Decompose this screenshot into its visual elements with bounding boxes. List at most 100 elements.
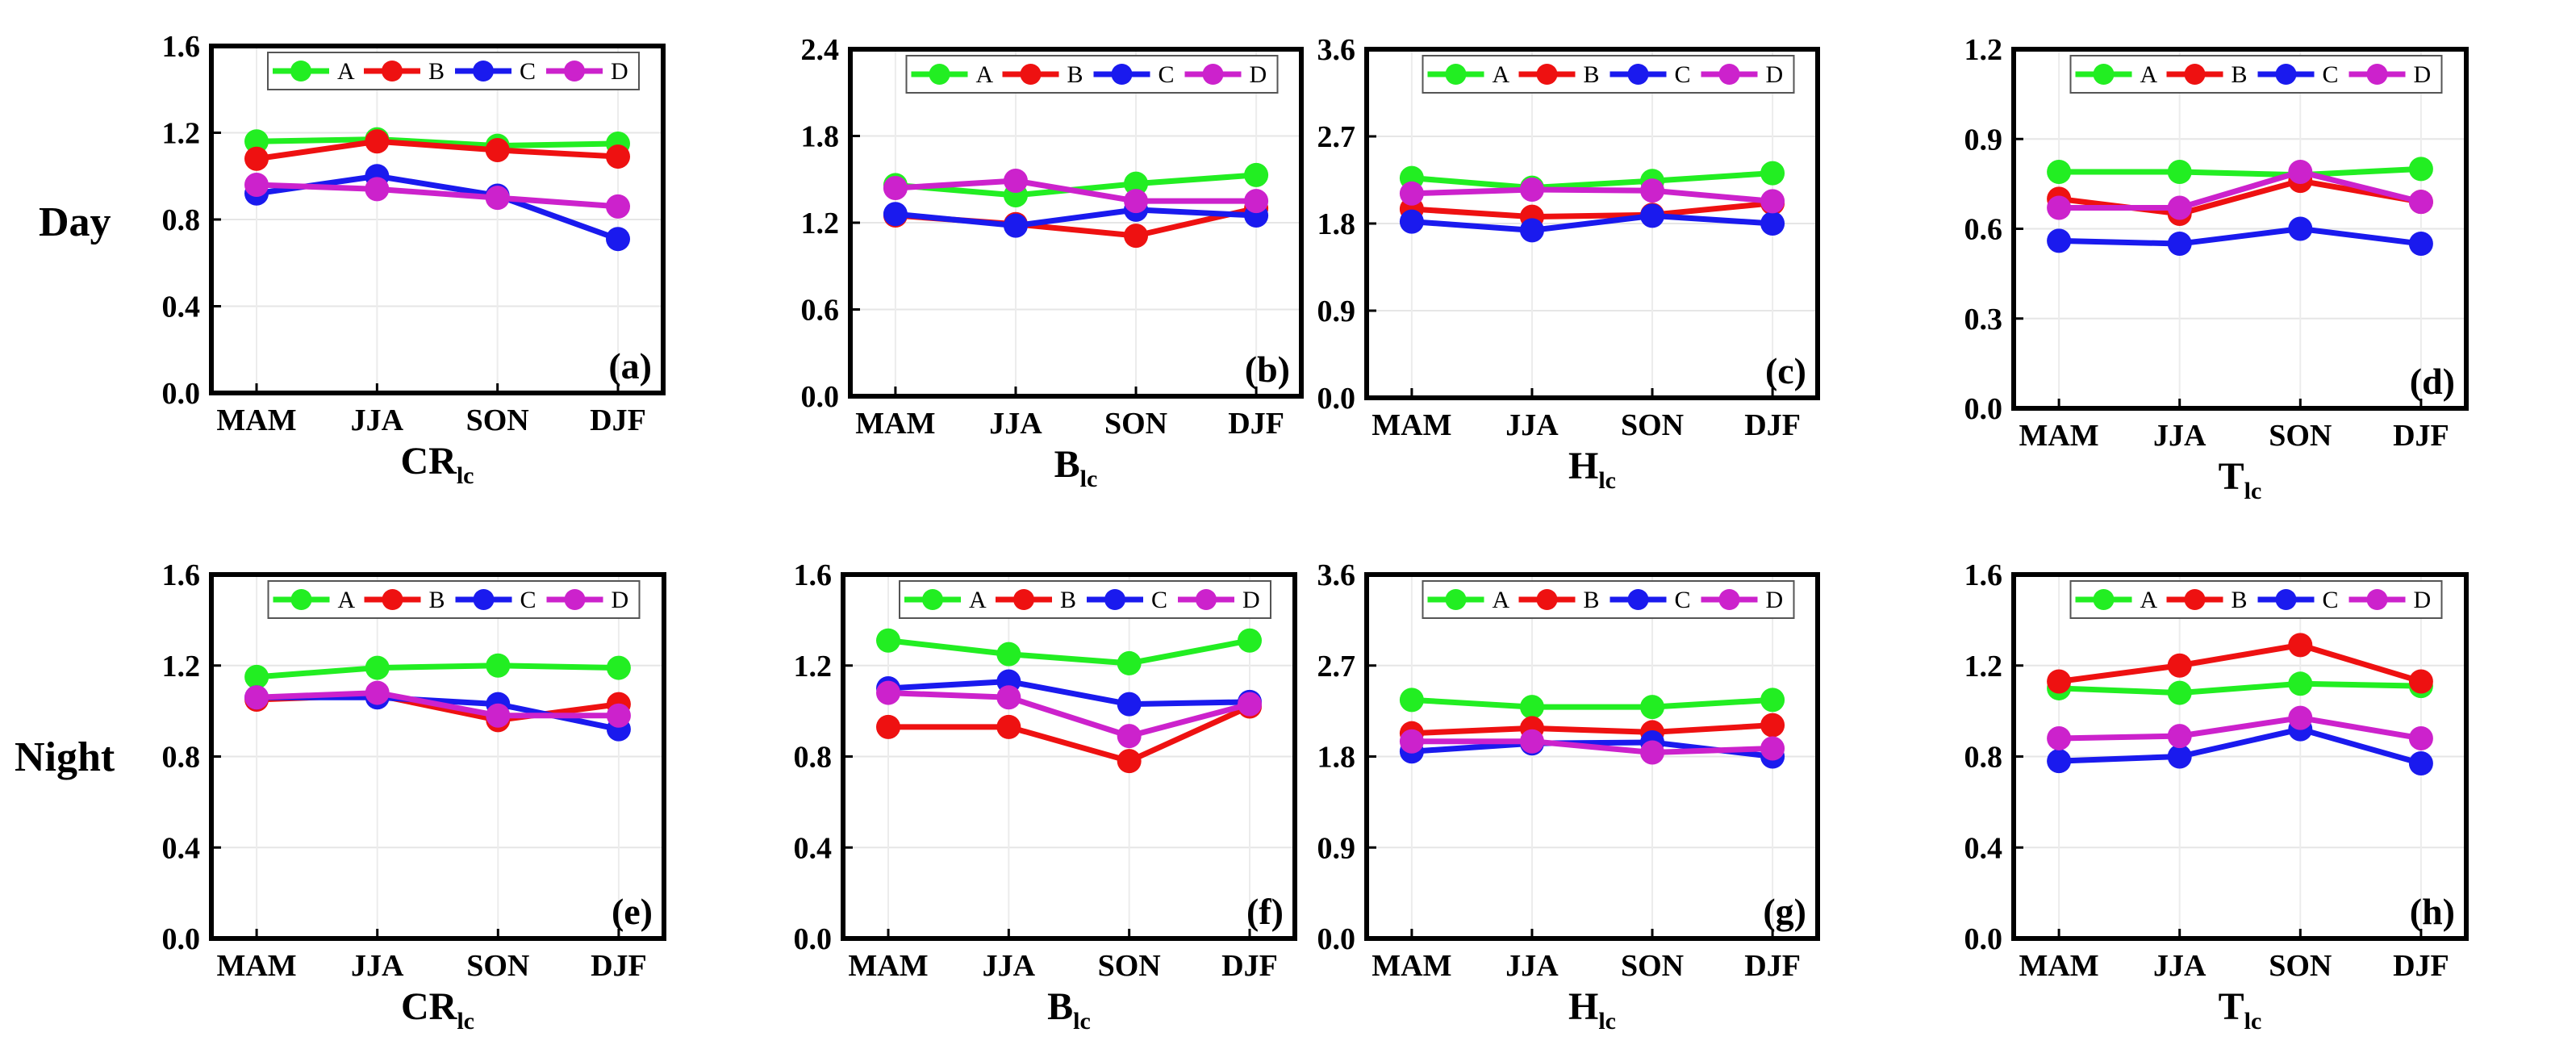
point-A <box>1399 688 1424 713</box>
point-D <box>2288 705 2313 730</box>
plot-frame <box>1364 572 1820 941</box>
point-C <box>883 202 908 227</box>
legend-marker-D <box>1196 589 1217 610</box>
legend-box <box>2069 55 2443 94</box>
legend-marker-C <box>2275 589 2297 610</box>
legend-marker-D <box>2366 64 2388 85</box>
y-tick-label: 0.9 <box>1964 123 2003 157</box>
point-A <box>2408 157 2433 182</box>
series-line-A <box>1411 170 1773 191</box>
x-tick-label: JJA <box>2153 419 2207 453</box>
legend-label-C: C <box>1675 587 1691 613</box>
y-tick-label: 1.6 <box>162 558 201 592</box>
x-axis-label: Hlc <box>1568 985 1616 1035</box>
legend-label-B: B <box>1060 587 1076 613</box>
series-line-D <box>256 182 619 210</box>
legend-label-A: A <box>1493 587 1510 613</box>
point-A <box>1519 695 1544 720</box>
point-B <box>1124 224 1149 249</box>
y-tick-label: 0.3 <box>1964 303 2003 336</box>
x-axis-label: Tlc <box>2219 455 2262 504</box>
point-D <box>485 186 510 211</box>
legend: A B C D <box>2069 580 2443 619</box>
legend-marker-C <box>1627 64 1649 85</box>
x-axis-label-sub: lc <box>457 462 474 489</box>
panel-label: (e) <box>612 891 653 932</box>
legend-marker-B <box>1020 64 1042 85</box>
y-tick-label: 0.8 <box>1964 741 2003 775</box>
y-tick-label: 1.8 <box>1317 741 1356 775</box>
legend-label-B: B <box>1584 61 1600 88</box>
legend-label-A: A <box>969 587 987 613</box>
series-line-C <box>887 678 1250 708</box>
legend-label-C: C <box>520 587 536 613</box>
series-line-A <box>887 637 1250 667</box>
x-axis-label-main: T <box>2219 985 2244 1028</box>
legend: A B C D <box>267 580 641 619</box>
y-tick-label: 1.6 <box>1964 558 2003 592</box>
y-tick-label: 1.2 <box>1964 33 2003 67</box>
series-line-D <box>1411 738 1773 755</box>
series-line-A <box>2059 165 2422 178</box>
x-tick-label: SON <box>2269 419 2332 453</box>
x-tick-label: SON <box>466 949 529 983</box>
x-tick-label: DJF <box>1744 949 1801 983</box>
point-A <box>876 628 900 653</box>
point-B <box>1117 749 1142 774</box>
legend-label-B: B <box>1067 61 1083 88</box>
plot-frame <box>209 44 666 395</box>
point-D <box>996 685 1021 710</box>
point-A <box>996 642 1021 667</box>
point-A <box>1640 695 1665 720</box>
point-A <box>244 664 269 689</box>
legend-marker-A <box>2093 64 2115 85</box>
y-tick-label: 1.8 <box>1317 207 1356 241</box>
series-line-C <box>2059 226 2422 247</box>
series-line-B <box>256 138 619 162</box>
y-tick-label: 1.6 <box>162 30 201 64</box>
y-tick-label: 0.0 <box>162 922 201 956</box>
legend-label-B: B <box>2232 587 2248 613</box>
series-line-A <box>1411 696 1773 710</box>
legend-marker-C <box>473 589 495 610</box>
x-tick-label: SON <box>1621 408 1684 442</box>
x-axis-label-main: CR <box>401 440 458 483</box>
x-tick-label: MAM <box>2019 419 2099 453</box>
point-D <box>876 680 900 705</box>
y-tick-label: 0.4 <box>162 831 201 865</box>
y-tick-label: 0.6 <box>801 294 840 328</box>
legend-marker-C <box>2275 64 2297 85</box>
legend-label-C: C <box>520 58 536 85</box>
x-axis-label-sub: lc <box>457 1008 474 1035</box>
legend-marker-D <box>2366 589 2388 610</box>
panel-b: 0.0 0.6 1.2 1.8 2.4 MAM JJA SON DJF Blc (b) A B C D <box>801 33 1304 492</box>
series-line-C <box>2058 726 2422 767</box>
point-C <box>2408 232 2433 257</box>
x-axis-label-main: H <box>1568 985 1598 1028</box>
y-tick-label: 0.8 <box>794 741 833 775</box>
series-line-D <box>256 690 619 719</box>
y-tick-label: 1.2 <box>801 207 840 240</box>
panel-label: (f) <box>1246 891 1284 932</box>
point-D <box>606 703 631 728</box>
point-B <box>2167 653 2192 678</box>
y-tick-label: 0.0 <box>1964 922 2003 956</box>
y-tick-label: 3.6 <box>1317 33 1356 67</box>
x-tick-label: DJF <box>1221 949 1278 983</box>
point-A <box>244 129 269 154</box>
series-line-D <box>2059 169 2422 211</box>
plot-frame <box>209 572 666 941</box>
panel-c: 0.0 0.9 1.8 2.7 3.6 MAM JJA SON DJF Hlc (c) A B C D <box>1317 33 1820 494</box>
point-D <box>1640 178 1665 203</box>
point-A <box>1117 650 1142 675</box>
panel-label: (d) <box>2410 361 2455 402</box>
legend-marker-A <box>290 61 311 82</box>
legend-marker-D <box>1718 589 1740 610</box>
point-D <box>1003 169 1028 194</box>
panel-label: (c) <box>1765 350 1806 391</box>
point-D <box>1519 178 1544 202</box>
legend-label-D: D <box>612 587 629 613</box>
panel-g: 0.0 0.9 1.8 2.7 3.6 MAM JJA SON DJF Hlc (g) A B C D <box>1317 558 1820 1035</box>
x-tick-label: DJF <box>2393 419 2449 453</box>
